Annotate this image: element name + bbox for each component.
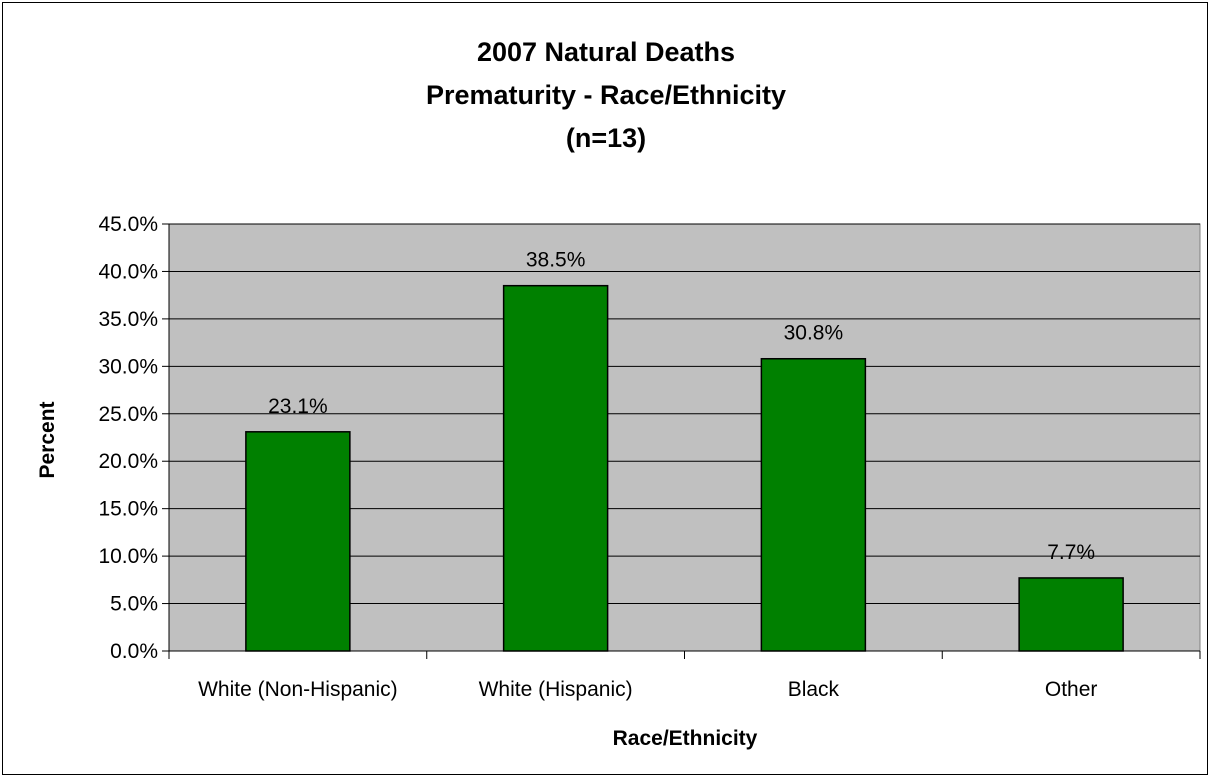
x-tick-label: Other bbox=[1045, 678, 1098, 701]
data-label: 38.5% bbox=[526, 249, 586, 272]
y-tick-label: 30.0% bbox=[98, 355, 158, 378]
y-tick-label: 0.0% bbox=[110, 640, 158, 663]
bar bbox=[1018, 577, 1124, 652]
y-tick-label: 15.0% bbox=[98, 498, 158, 521]
y-tick-label: 10.0% bbox=[98, 545, 158, 568]
y-tick-label: 40.0% bbox=[98, 260, 158, 283]
bar bbox=[760, 357, 867, 652]
x-axis-label: Race/Ethnicity bbox=[613, 727, 758, 750]
x-tick-label: Black bbox=[788, 678, 840, 701]
x-tick-label: White (Non-Hispanic) bbox=[198, 678, 398, 701]
bar bbox=[245, 431, 351, 652]
bar bbox=[502, 284, 609, 652]
data-label: 7.7% bbox=[1047, 541, 1095, 564]
data-label: 23.1% bbox=[268, 395, 328, 418]
chart-title-line-3: (n=13) bbox=[565, 123, 647, 153]
y-tick-label: 5.0% bbox=[110, 593, 158, 616]
y-tick-label: 20.0% bbox=[98, 450, 158, 473]
y-axis-label: Percent bbox=[36, 401, 59, 478]
x-tick-label: White (Hispanic) bbox=[479, 678, 633, 701]
y-tick-label: 25.0% bbox=[98, 403, 158, 426]
data-label: 30.8% bbox=[784, 322, 844, 345]
y-tick-label: 35.0% bbox=[98, 308, 158, 331]
y-tick-label: 45.0% bbox=[98, 213, 158, 236]
chart-title-line-2: Prematurity - Race/Ethnicity bbox=[425, 80, 787, 110]
chart-title-line-1: 2007 Natural Deaths bbox=[476, 37, 736, 67]
